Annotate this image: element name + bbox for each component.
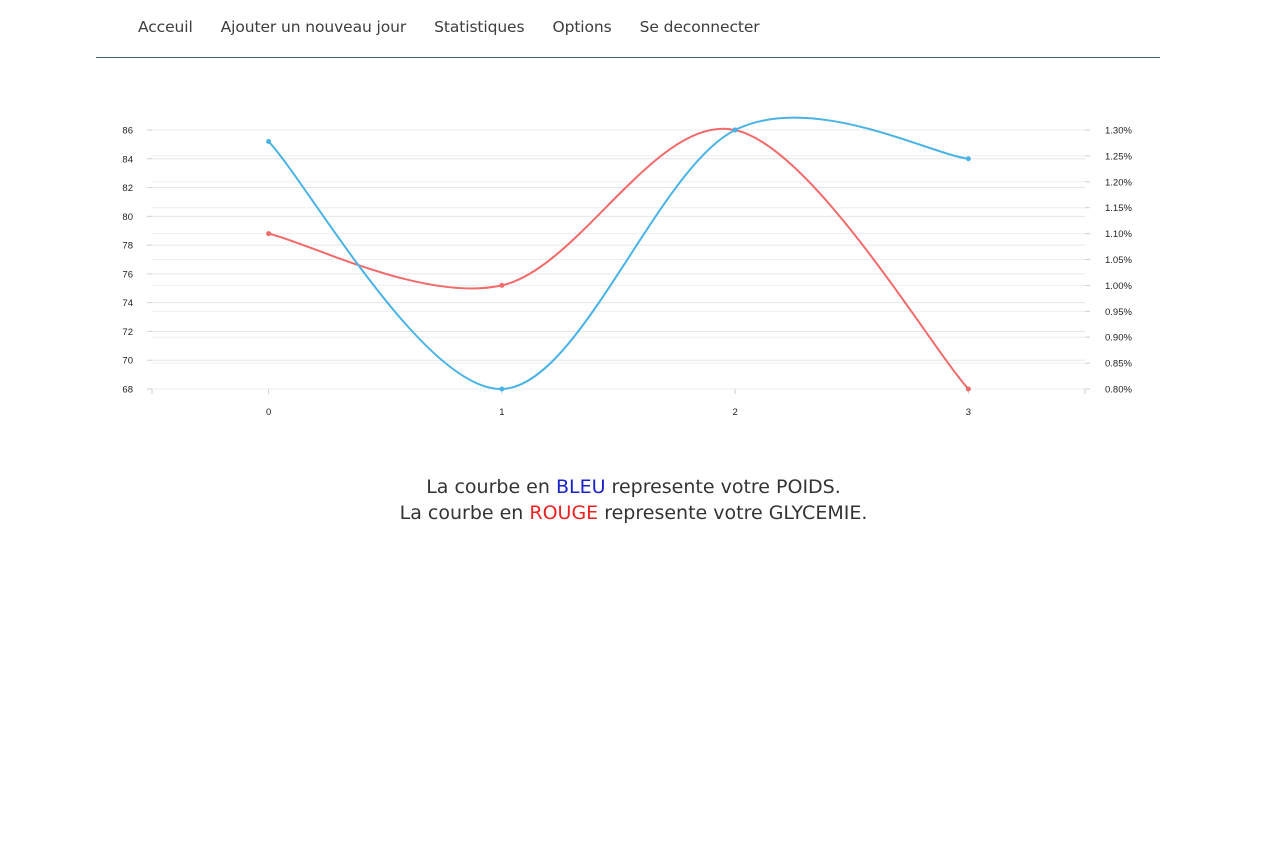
legend-line1-suffix: represente votre POIDS.: [605, 476, 841, 498]
data-point-blue: [732, 127, 738, 133]
y-right-tick-label: 1.10%: [1105, 229, 1132, 240]
legend-line1-prefix: La courbe en: [426, 476, 556, 498]
nav-item: Acceuil: [138, 17, 193, 36]
y-left-tick-label: 70: [122, 356, 133, 367]
y-left-tick-label: 86: [122, 126, 133, 137]
x-tick-label: 0: [266, 407, 271, 418]
legend-line-red: La courbe en ROUGE represente votre GLYC…: [0, 500, 1267, 526]
nav-link-deconnecter[interactable]: Se deconnecter: [639, 18, 760, 36]
y-right-tick-label: 1.25%: [1105, 151, 1132, 162]
y-left-tick-label: 74: [122, 298, 133, 309]
y-left-tick-label: 78: [122, 241, 133, 252]
y-left-tick-label: 80: [122, 212, 133, 223]
legend-line2-prefix: La courbe en: [399, 502, 530, 524]
series-line-red: [268, 127, 970, 390]
data-point-blue: [965, 156, 971, 162]
y-right-tick-label: 1.15%: [1105, 203, 1132, 214]
chart-legend: La courbe en BLEU represente votre POIDS…: [0, 474, 1267, 526]
y-left-tick-label: 76: [122, 269, 133, 280]
data-point-blue: [499, 386, 505, 392]
series-line-blue: [267, 116, 969, 391]
y-left-tick-label: 84: [122, 154, 133, 165]
y-right-tick-label: 1.20%: [1105, 177, 1132, 188]
data-point-red: [499, 282, 505, 288]
nav-item: Options: [552, 17, 611, 36]
nav-item: Statistiques: [434, 17, 524, 36]
legend-red-word: ROUGE: [529, 502, 599, 524]
nav-item: Ajouter un nouveau jour: [220, 17, 407, 36]
data-point-blue: [266, 139, 272, 145]
legend-line-blue: La courbe en BLEU represente votre POIDS…: [0, 474, 1267, 500]
nav-link-ajouter[interactable]: Ajouter un nouveau jour: [220, 18, 407, 36]
data-point-red: [266, 231, 272, 237]
x-tick-label: 1: [499, 407, 504, 418]
data-point-red: [965, 386, 971, 392]
y-left-tick-label: 82: [122, 183, 133, 194]
y-right-tick-label: 0.80%: [1105, 385, 1132, 396]
chart-container: 68 70 72 74 76 78 80 82 84 86 0.80% 0.85% 0.90% 0.95%…: [100, 110, 1160, 430]
navbar: Acceuil Ajouter un nouveau jour Statisti…: [96, 0, 1160, 58]
legend-blue-word: BLEU: [555, 476, 606, 498]
line-chart: 68 70 72 74 76 78 80 82 84 86 0.80% 0.85% 0.90% 0.95%…: [122, 116, 1132, 418]
nav-link-options[interactable]: Options: [552, 18, 612, 36]
y-right-tick-label: 1.00%: [1105, 281, 1132, 292]
y-right-tick-label: 0.85%: [1105, 359, 1132, 370]
y-right-tick-label: 0.95%: [1105, 307, 1132, 318]
y-left-tick-label: 68: [122, 385, 133, 396]
y-right-tick-label: 1.30%: [1105, 126, 1132, 137]
nav-link-acceuil[interactable]: Acceuil: [138, 18, 193, 36]
nav-list: Acceuil Ajouter un nouveau jour Statisti…: [138, 17, 760, 36]
y-right-tick-label: 0.90%: [1105, 333, 1132, 344]
nav-link-statistiques[interactable]: Statistiques: [434, 18, 525, 36]
x-tick-label: 3: [966, 407, 971, 418]
y-right-tick-label: 1.05%: [1105, 255, 1132, 266]
x-tick-label: 2: [732, 407, 737, 418]
legend-line2-suffix: represente votre GLYCEMIE.: [598, 502, 868, 524]
y-left-tick-label: 72: [122, 327, 133, 338]
nav-item: Se deconnecter: [640, 17, 760, 36]
